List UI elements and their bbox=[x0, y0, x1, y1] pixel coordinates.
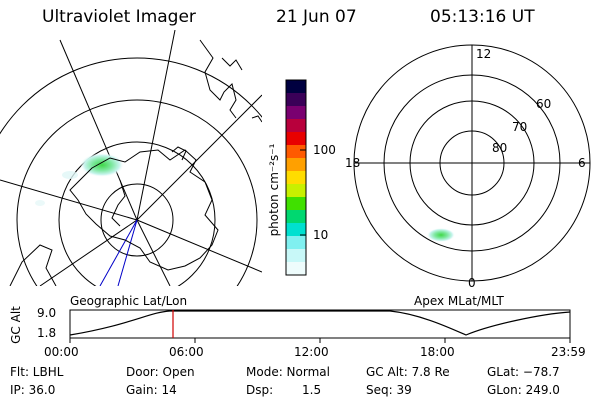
colorbar-segment bbox=[286, 197, 306, 211]
mlt-label-6: 6 bbox=[578, 156, 586, 170]
xtick-2359: 23:59 bbox=[551, 345, 586, 359]
geographic-map-label: Geographic Lat/Lon bbox=[70, 294, 188, 308]
colorbar bbox=[285, 79, 307, 276]
mlat-label-70: 70 bbox=[512, 120, 528, 134]
colorbar-tick-10: 10 bbox=[313, 228, 329, 242]
mlat-label-60: 60 bbox=[536, 97, 552, 111]
colorbar-unit-label: photon cm⁻²s⁻¹ bbox=[267, 143, 281, 237]
dsp-value: 1.5 bbox=[302, 383, 322, 397]
filter-readout: Flt: LBHL bbox=[10, 365, 64, 379]
colorbar-segment bbox=[286, 262, 306, 276]
colorbar-tick-100: 100 bbox=[313, 143, 336, 157]
colorbar-segment bbox=[286, 158, 306, 172]
altitude-plot bbox=[69, 309, 571, 343]
dsp-label: Dsp: bbox=[246, 383, 274, 397]
colorbar-segment bbox=[286, 184, 306, 198]
date-label: 21 Jun 07 bbox=[276, 7, 357, 27]
colorbar-segment bbox=[286, 210, 306, 224]
gc-alt-readout: GC Alt: 7.8 Re bbox=[366, 365, 450, 379]
mlat-label-80: 80 bbox=[492, 141, 508, 155]
colorbar-segment bbox=[286, 119, 306, 133]
altitude-curve bbox=[69, 310, 571, 336]
colorbar-segment bbox=[286, 106, 306, 120]
coastline bbox=[9, 39, 262, 286]
gain-readout: Gain: 14 bbox=[126, 383, 177, 397]
app-title: Ultraviolet Imager bbox=[42, 7, 196, 27]
seq-readout: Seq: 39 bbox=[366, 383, 412, 397]
colorbar-segment bbox=[286, 223, 306, 237]
mlt-label-12: 12 bbox=[476, 47, 492, 61]
xtick-1800: 18:00 bbox=[420, 345, 455, 359]
xtick-0600: 06:00 bbox=[169, 345, 204, 359]
aurora-emission-mlt bbox=[427, 228, 455, 242]
door-readout: Door: Open bbox=[126, 365, 195, 379]
colorbar-segment bbox=[286, 249, 306, 263]
mlt-label-18: 18 bbox=[345, 156, 361, 170]
glon-readout: GLon: 249.0 bbox=[487, 383, 560, 397]
altitude-ylabel: GC Alt bbox=[9, 306, 23, 344]
colorbar-segment bbox=[286, 171, 306, 185]
xtick-1200: 12:00 bbox=[294, 345, 329, 359]
mlt-label-0: 0 bbox=[468, 276, 476, 290]
colorbar-segment bbox=[286, 93, 306, 107]
altitude-ytick-low: 1.8 bbox=[37, 326, 57, 340]
colorbar-segment bbox=[286, 80, 306, 94]
xtick-0000: 00:00 bbox=[44, 345, 79, 359]
colorbar-segment bbox=[286, 145, 306, 159]
colorbar-segment bbox=[286, 132, 306, 146]
mode-readout: Mode: Normal bbox=[246, 365, 330, 379]
geographic-map bbox=[0, 30, 262, 286]
glat-readout: GLat: −78.7 bbox=[487, 365, 560, 379]
apex-polar-plot bbox=[353, 44, 591, 282]
altitude-ytick-high: 9.0 bbox=[37, 306, 57, 320]
time-label: 05:13:16 UT bbox=[430, 7, 535, 27]
apex-map-label: Apex MLat/MLT bbox=[414, 294, 504, 308]
colorbar-segment bbox=[286, 236, 306, 250]
ip-readout: IP: 36.0 bbox=[10, 383, 56, 397]
